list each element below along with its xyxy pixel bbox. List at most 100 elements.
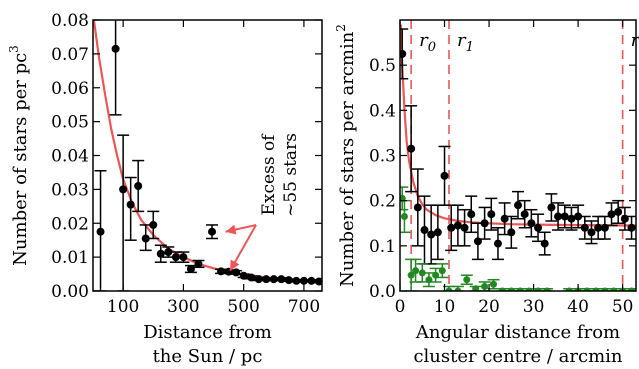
data-point-s0-31	[605, 202, 618, 227]
point-marker	[507, 228, 516, 237]
y-tick-label: 0.3	[369, 147, 396, 167]
x-tick-label: 300	[167, 297, 199, 317]
data-point-s0-6	[147, 210, 160, 240]
left-ticks: 0.00 0.01 0.02 0.03 0.04 0.05 0.06 0.07 0.08 100 3…	[51, 11, 322, 317]
point-marker	[239, 271, 248, 280]
annotation-arrowhead-0	[225, 224, 237, 235]
point-marker	[594, 223, 603, 232]
left-y-axis-label-superscript: 3	[7, 45, 21, 53]
point-marker	[565, 287, 573, 291]
point-marker	[534, 287, 542, 291]
data-point-s0-7	[445, 204, 458, 252]
vline-label-main: r	[419, 30, 429, 51]
y-tick-label: 0.03	[51, 180, 89, 200]
point-marker	[407, 271, 415, 279]
y-tick-label: 0.5	[369, 56, 396, 76]
data-point-s0-4	[132, 159, 145, 213]
point-marker	[186, 264, 195, 273]
point-marker	[420, 226, 429, 235]
y-tick-label: 0.02	[51, 214, 89, 234]
point-marker	[164, 248, 173, 257]
point-marker	[407, 144, 416, 153]
data-point-s0-25	[565, 206, 578, 231]
point-marker	[262, 275, 271, 284]
vline-label-main: r	[457, 30, 467, 51]
x-tick-label: 0	[395, 297, 406, 317]
right-x-axis-label-line2: cluster centre / arcmin	[413, 346, 622, 367]
point-marker	[534, 223, 543, 232]
data-point-s1-4	[416, 263, 429, 283]
data-point-s1-3	[409, 258, 422, 283]
point-marker	[490, 280, 498, 288]
data-point-s1-19	[540, 287, 553, 291]
y-tick-label: 0.01	[51, 248, 89, 268]
data-point-s0-12	[192, 259, 205, 269]
y-tick-label: 0.0	[369, 282, 396, 302]
vline-label-r1: r1	[457, 30, 474, 55]
point-marker	[96, 227, 105, 236]
y-tick-label: 0.05	[51, 113, 89, 133]
data-point-s0-18	[518, 199, 531, 229]
data-point-s0-22	[545, 193, 558, 222]
annotation-arrowhead-1	[230, 259, 240, 271]
x-tick-label: 30	[523, 297, 545, 317]
point-marker	[427, 230, 436, 239]
point-marker	[445, 287, 453, 291]
point-marker	[628, 287, 636, 291]
data-point-s0-19	[525, 208, 538, 238]
x-tick-label: 20	[478, 297, 500, 317]
right-y-axis-label-superscript: 2	[334, 24, 348, 32]
y-tick-label: 0.06	[51, 79, 89, 99]
point-marker	[547, 203, 556, 212]
point-marker	[520, 210, 529, 219]
point-marker	[580, 223, 589, 232]
point-marker	[194, 259, 203, 268]
point-marker	[467, 210, 476, 219]
data-point-s0-12	[478, 206, 491, 240]
x-tick-label: 700	[288, 297, 320, 317]
point-marker	[418, 269, 426, 277]
data-point-s1-7	[436, 263, 449, 279]
point-marker	[171, 253, 180, 262]
data-point-s0-3	[124, 176, 137, 241]
data-point-s0-24	[558, 204, 571, 229]
data-point-s0-17	[512, 190, 524, 220]
right-y-axis-label-text: Number of stars per arcmin	[337, 31, 358, 287]
left-plot-frame	[92, 19, 323, 292]
point-marker	[149, 220, 158, 229]
y-tick-label: 0.04	[51, 147, 89, 167]
data-point-s0-21	[538, 231, 551, 256]
data-point-s0-32	[612, 199, 625, 224]
data-point-s1-10	[460, 274, 473, 285]
excess-annotation: Excess of ~55 stars	[225, 133, 301, 272]
point-marker	[543, 287, 551, 291]
x-tick-label: 50	[612, 297, 634, 317]
data-point-s0-27	[312, 277, 322, 286]
point-marker	[217, 267, 226, 276]
data-point-s1-13	[487, 278, 500, 290]
point-marker	[292, 276, 301, 285]
point-marker	[583, 287, 591, 291]
data-point-s0-20	[532, 213, 545, 243]
point-marker	[247, 273, 256, 282]
vline-label-sub: 1	[466, 40, 474, 55]
point-marker	[607, 210, 616, 219]
point-marker	[141, 234, 150, 243]
point-marker	[400, 49, 407, 58]
point-marker	[481, 282, 489, 290]
point-marker	[560, 212, 569, 221]
data-point-s0-9	[458, 208, 471, 247]
y-tick-label: 0.07	[51, 45, 89, 65]
point-marker	[614, 207, 623, 216]
data-point-s0-9	[169, 251, 182, 263]
data-point-s0-14	[491, 227, 504, 261]
point-marker	[453, 221, 462, 230]
point-marker	[232, 268, 241, 277]
data-point-s0-2	[117, 134, 130, 291]
x-tick-label: 500	[227, 297, 259, 317]
data-point-s0-7	[154, 244, 167, 263]
point-marker	[126, 200, 135, 209]
left-x-axis-label-line2: the Sun / pc	[153, 346, 263, 367]
point-marker	[412, 267, 420, 275]
